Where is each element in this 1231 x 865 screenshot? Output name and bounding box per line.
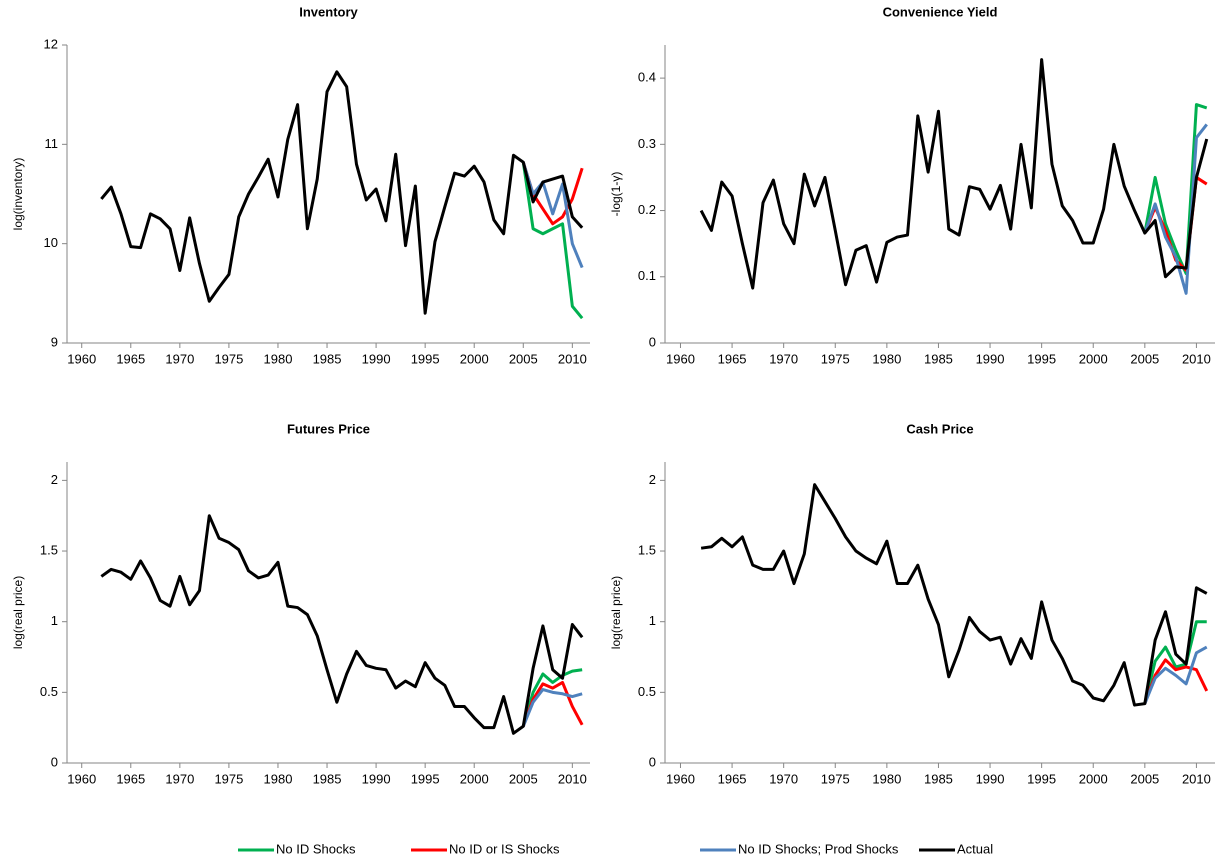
- series-line: [699, 58, 1209, 290]
- series-line: [1143, 645, 1208, 705]
- chart-title: Futures Price: [287, 421, 370, 436]
- x-tick-label: 1985: [313, 771, 342, 786]
- legend-label: No ID or IS Shocks: [449, 841, 560, 856]
- x-tick-label: 2010: [558, 771, 587, 786]
- series-line: [700, 483, 1208, 707]
- y-tick-label: 0.5: [638, 684, 656, 699]
- y-tick-label: 0: [649, 754, 656, 769]
- x-tick-label: 1980: [264, 351, 293, 366]
- y-tick-label: 1: [51, 613, 58, 628]
- series-line: [1143, 123, 1208, 295]
- y-tick-label: 10: [44, 235, 58, 250]
- legend-label: No ID Shocks: [276, 841, 356, 856]
- y-axis-label: log(inventory): [11, 158, 25, 231]
- y-axis-label: log(real price): [11, 576, 25, 649]
- x-tick-label: 1985: [313, 351, 342, 366]
- chart-title: Convenience Yield: [883, 4, 998, 19]
- y-tick-label: 1.5: [40, 542, 58, 557]
- x-tick-label: 2010: [1182, 771, 1211, 786]
- x-tick-label: 1960: [67, 351, 96, 366]
- chart-title: Inventory: [299, 4, 358, 19]
- x-tick-label: 2000: [460, 771, 489, 786]
- x-tick-label: 1975: [821, 771, 850, 786]
- x-tick-label: 1990: [362, 351, 391, 366]
- series-line: [521, 680, 584, 727]
- y-axis-label: log(real price): [609, 576, 623, 649]
- y-tick-label: 2: [649, 472, 656, 487]
- x-tick-label: 2010: [1182, 351, 1211, 366]
- x-tick-label: 1965: [116, 771, 145, 786]
- legend-label: Actual: [957, 841, 993, 856]
- y-tick-label: 0.1: [638, 268, 656, 283]
- x-tick-label: 1970: [165, 351, 194, 366]
- y-tick-label: 9: [51, 334, 58, 349]
- x-tick-label: 2005: [509, 771, 538, 786]
- series-line: [521, 161, 584, 269]
- x-tick-label: 1990: [976, 351, 1005, 366]
- x-tick-label: 1980: [872, 771, 901, 786]
- x-tick-label: 1995: [411, 771, 440, 786]
- series-line: [1143, 620, 1207, 705]
- x-tick-label: 1985: [924, 771, 953, 786]
- x-tick-label: 1995: [1027, 351, 1056, 366]
- x-tick-label: 1980: [872, 351, 901, 366]
- series-line: [100, 70, 584, 315]
- legend-label: No ID Shocks; Prod Shocks: [738, 841, 899, 856]
- y-tick-label: 0.5: [40, 684, 58, 699]
- x-tick-label: 1980: [264, 771, 293, 786]
- y-tick-label: 0: [649, 334, 656, 349]
- series-line: [521, 668, 583, 727]
- x-tick-label: 1990: [362, 771, 391, 786]
- x-tick-label: 1965: [718, 351, 747, 366]
- series-line: [1143, 658, 1209, 705]
- y-tick-label: 1.5: [638, 542, 656, 557]
- y-tick-label: 0.4: [638, 70, 656, 85]
- series-line: [100, 514, 584, 735]
- x-tick-label: 2000: [1079, 351, 1108, 366]
- x-tick-label: 1965: [718, 771, 747, 786]
- y-tick-label: 12: [44, 36, 58, 51]
- x-tick-label: 1970: [165, 771, 194, 786]
- x-tick-label: 1990: [976, 771, 1005, 786]
- x-tick-label: 1970: [769, 771, 798, 786]
- y-tick-label: 0.2: [638, 202, 656, 217]
- x-tick-label: 1975: [214, 771, 243, 786]
- x-tick-label: 1960: [67, 771, 96, 786]
- x-tick-label: 1985: [924, 351, 953, 366]
- y-tick-label: 11: [45, 136, 59, 151]
- x-tick-label: 2005: [509, 351, 538, 366]
- series-line: [521, 688, 583, 727]
- y-axis-label: -log(1-γ): [609, 172, 623, 217]
- x-tick-label: 1960: [666, 351, 695, 366]
- x-tick-label: 1995: [411, 351, 440, 366]
- x-tick-label: 2005: [1130, 351, 1159, 366]
- x-tick-label: 1960: [666, 771, 695, 786]
- series-line: [1143, 103, 1208, 275]
- y-tick-label: 2: [51, 472, 58, 487]
- series-line: [521, 161, 584, 320]
- x-tick-label: 2010: [558, 351, 587, 366]
- x-tick-label: 1975: [821, 351, 850, 366]
- y-tick-label: 0.3: [638, 136, 656, 151]
- x-tick-label: 1975: [214, 351, 243, 366]
- x-tick-label: 1995: [1027, 771, 1056, 786]
- y-tick-label: 1: [649, 613, 656, 628]
- x-tick-label: 1965: [116, 351, 145, 366]
- x-tick-label: 1970: [769, 351, 798, 366]
- x-tick-label: 2000: [1079, 771, 1108, 786]
- chart-title: Cash Price: [906, 421, 973, 436]
- x-tick-label: 2005: [1130, 771, 1159, 786]
- x-tick-label: 2000: [460, 351, 489, 366]
- y-tick-label: 0: [51, 754, 58, 769]
